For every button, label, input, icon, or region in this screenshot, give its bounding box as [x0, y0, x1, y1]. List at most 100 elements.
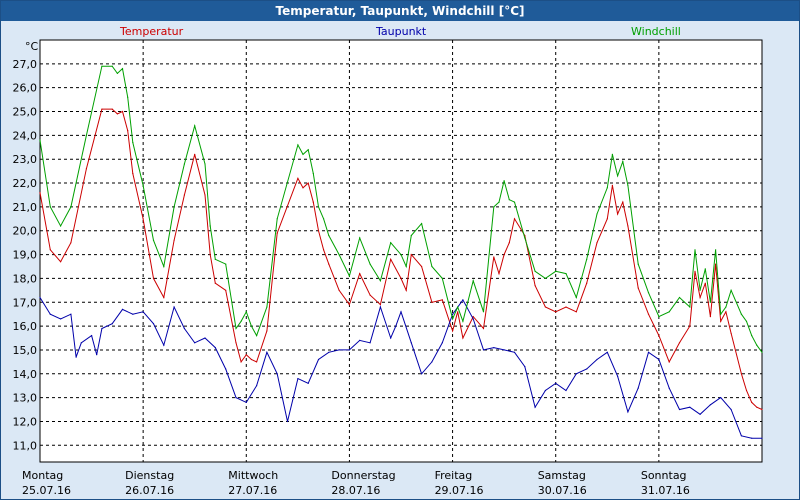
- data-point-windchill: [745, 320, 748, 322]
- data-point-temperatur: [163, 296, 165, 299]
- data-point-windchill: [622, 161, 624, 163]
- data-point-taupunkt: [410, 342, 412, 344]
- data-point-windchill: [85, 134, 87, 136]
- data-point-taupunkt: [493, 347, 495, 349]
- data-point-taupunkt: [317, 358, 320, 361]
- data-point-windchill: [39, 139, 41, 141]
- data-point-windchill: [498, 201, 500, 203]
- data-point-temperatur: [617, 213, 619, 215]
- data-point-windchill: [756, 344, 758, 346]
- data-point-windchill: [121, 68, 124, 70]
- data-point-temperatur: [611, 184, 614, 186]
- data-point-temperatur: [256, 361, 258, 363]
- data-point-temperatur: [85, 168, 87, 170]
- data-point-temperatur: [482, 327, 485, 330]
- data-point-taupunkt: [245, 401, 247, 403]
- data-point-temperatur: [565, 306, 567, 308]
- data-point-windchill: [240, 320, 242, 322]
- data-point-windchill: [405, 265, 407, 268]
- data-point-taupunkt: [60, 318, 62, 320]
- data-point-windchill: [250, 325, 252, 327]
- chart-title: Temperatur, Taupunkt, Windchill [°C]: [1, 1, 799, 21]
- data-point-taupunkt: [225, 368, 227, 370]
- x-tick-day: Samstag: [538, 469, 586, 482]
- data-point-windchill: [312, 172, 314, 175]
- data-point-taupunkt: [183, 327, 185, 330]
- data-point-windchill: [503, 180, 505, 182]
- data-point-windchill: [555, 270, 557, 272]
- data-point-windchill: [348, 275, 350, 277]
- data-point-temperatur: [689, 325, 691, 327]
- data-point-taupunkt: [75, 356, 77, 358]
- data-point-taupunkt: [338, 349, 340, 351]
- data-point-taupunkt: [658, 358, 660, 361]
- data-point-taupunkt: [152, 323, 155, 325]
- data-point-windchill: [256, 335, 258, 337]
- data-point-temperatur: [302, 187, 304, 189]
- data-point-windchill: [544, 277, 547, 279]
- data-point-temperatur: [452, 330, 454, 332]
- data-point-taupunkt: [751, 437, 753, 439]
- data-point-taupunkt: [544, 389, 547, 392]
- data-point-temperatur: [431, 301, 433, 303]
- data-point-windchill: [225, 263, 227, 265]
- x-tick-date: 30.07.16: [538, 484, 587, 497]
- data-point-windchill: [611, 153, 614, 155]
- data-point-windchill: [214, 258, 216, 260]
- data-point-taupunkt: [91, 335, 93, 337]
- data-point-temperatur: [555, 311, 557, 313]
- data-point-taupunkt: [214, 347, 216, 349]
- data-point-temperatur: [235, 342, 237, 344]
- data-point-taupunkt: [276, 373, 278, 375]
- data-point-windchill: [761, 351, 763, 353]
- y-tick-label: 26,0: [13, 82, 38, 95]
- data-point-temperatur: [709, 316, 712, 318]
- data-point-windchill: [173, 206, 175, 208]
- data-point-windchill: [720, 313, 722, 315]
- data-point-taupunkt: [163, 344, 165, 346]
- data-point-windchill: [704, 268, 706, 270]
- data-point-windchill: [441, 277, 443, 279]
- x-tick-day: Freitag: [435, 469, 473, 482]
- data-point-windchill: [111, 65, 113, 67]
- data-point-temperatur: [405, 289, 407, 291]
- data-point-taupunkt: [142, 311, 144, 313]
- data-point-windchill: [209, 225, 211, 227]
- data-point-temperatur: [627, 225, 629, 227]
- data-point-temperatur: [756, 406, 758, 408]
- data-point-taupunkt: [617, 375, 619, 377]
- data-point-temperatur: [204, 194, 206, 196]
- data-point-taupunkt: [286, 420, 289, 423]
- data-point-windchill: [266, 306, 268, 308]
- x-tick-day: Sonntag: [641, 469, 687, 482]
- data-point-windchill: [101, 65, 103, 67]
- x-tick-date: 27.07.16: [228, 484, 277, 497]
- data-point-temperatur: [359, 273, 361, 275]
- data-point-windchill: [338, 254, 340, 256]
- data-point-windchill: [194, 125, 196, 127]
- data-point-taupunkt: [699, 413, 701, 415]
- data-point-temperatur: [245, 354, 247, 356]
- y-tick-label: 13,0: [13, 392, 38, 405]
- x-tick-day: Montag: [22, 469, 63, 482]
- data-point-taupunkt: [390, 337, 392, 339]
- y-tick-label: 18,0: [13, 272, 38, 285]
- data-point-windchill: [596, 213, 598, 215]
- y-tick-label: 27,0: [13, 58, 38, 71]
- data-point-temperatur: [369, 294, 371, 296]
- y-tick-label: 16,0: [13, 320, 38, 333]
- data-point-temperatur: [647, 313, 650, 315]
- data-point-taupunkt: [204, 337, 206, 339]
- data-point-windchill: [245, 311, 247, 313]
- data-point-taupunkt: [647, 351, 650, 353]
- x-tick-date: 25.07.16: [22, 484, 71, 497]
- data-point-windchill: [152, 239, 155, 241]
- data-point-temperatur: [586, 282, 588, 284]
- data-point-windchill: [606, 187, 608, 189]
- data-point-temperatur: [60, 261, 62, 263]
- data-point-taupunkt: [266, 351, 268, 353]
- data-point-windchill: [678, 296, 681, 299]
- data-point-temperatur: [493, 256, 495, 258]
- data-point-temperatur: [111, 108, 113, 110]
- data-point-taupunkt: [173, 306, 175, 308]
